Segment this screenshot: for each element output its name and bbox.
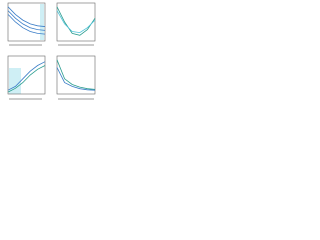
line-series [56, 67, 96, 91]
plot-frame [56, 55, 96, 95]
line-series [7, 10, 46, 31]
plot-frame [7, 55, 46, 95]
line-series [7, 6, 46, 27]
line-series [56, 6, 96, 36]
figure [7, 2, 96, 100]
line-series [7, 61, 46, 91]
line-series [56, 10, 96, 34]
plot-frame [7, 2, 46, 42]
plot-frame [56, 2, 96, 42]
highlight-band [40, 4, 44, 40]
line-series [56, 59, 96, 90]
line-series [7, 65, 46, 93]
page: (() => { const data = JSON.parse(documen… [0, 0, 320, 105]
line-series [7, 14, 46, 35]
highlight-band [9, 68, 21, 94]
